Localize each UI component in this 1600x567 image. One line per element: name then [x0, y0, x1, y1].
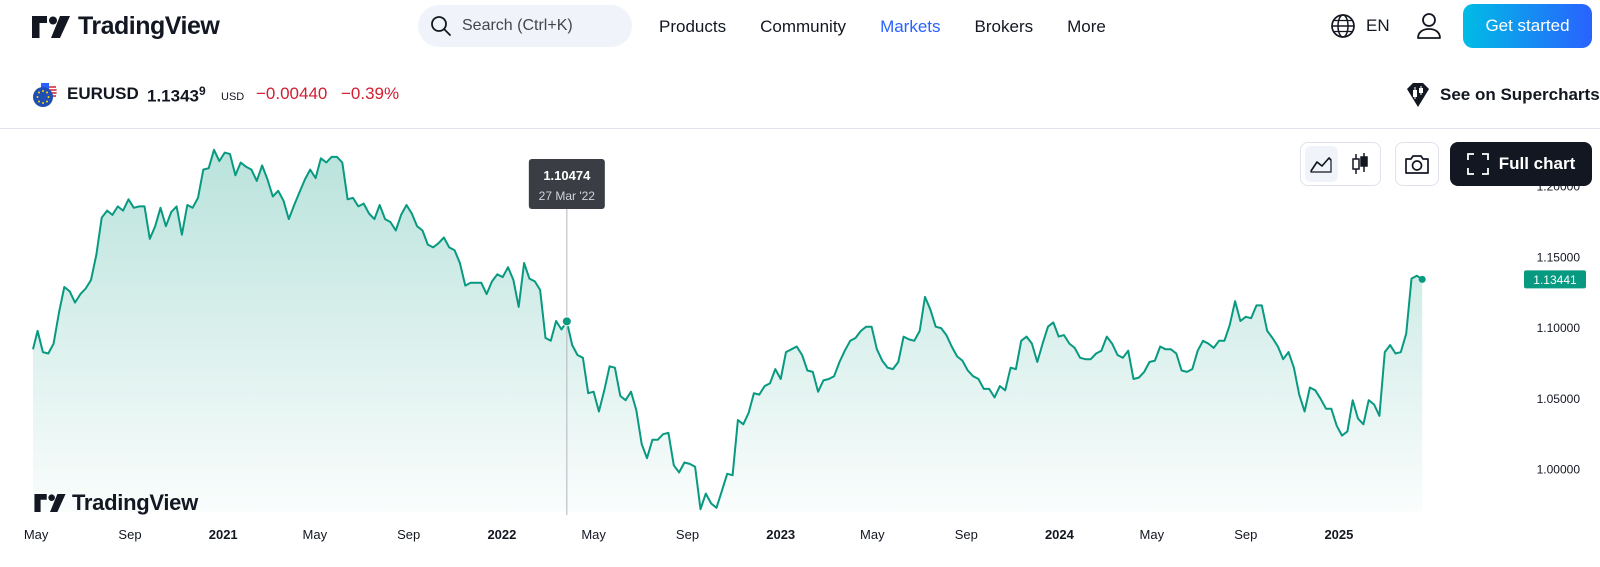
price-currency: USD — [221, 91, 245, 103]
price-line — [32, 148, 1423, 511]
x-tick-label: 2025 — [1324, 527, 1353, 542]
nav-more[interactable]: More — [1067, 17, 1106, 36]
area-fill-layer — [33, 149, 1423, 513]
tradingview-logo-icon — [32, 15, 70, 38]
nav-markets[interactable]: Markets — [880, 17, 941, 36]
chart-style-toggle — [1300, 142, 1381, 186]
eur-usd-flag-icon — [33, 82, 58, 107]
globe-icon — [1331, 14, 1355, 38]
nav-brokers[interactable]: Brokers — [974, 17, 1034, 36]
top-navigation-bar: TradingView Products Community Markets B… — [0, 0, 1600, 54]
price-change-percent: −0.39% — [341, 84, 400, 103]
x-tick-label: Sep — [676, 527, 699, 542]
full-chart-label: Full chart — [1498, 154, 1576, 173]
x-tick-label: May — [1140, 527, 1165, 542]
line-layer — [32, 148, 1426, 511]
candles-chart-button[interactable] — [1344, 146, 1377, 182]
tradingview-watermark: TradingView — [34, 490, 198, 516]
x-axis: May Sep 2021 May Sep 2022 May Sep 2023 May Sep 2024… — [24, 527, 1354, 542]
price-pip: 9 — [199, 84, 206, 98]
user-icon — [1417, 13, 1441, 39]
watermark-text: TradingView — [72, 490, 198, 515]
search-input[interactable] — [462, 17, 622, 35]
language-label: EN — [1366, 16, 1390, 35]
x-tick-label: Sep — [1234, 527, 1257, 542]
area-fill — [33, 149, 1423, 513]
logo-text: TradingView — [78, 12, 220, 40]
y-tick-label: 1.15000 — [1537, 250, 1581, 264]
symbol-name: EURUSD — [67, 84, 139, 103]
main-nav: Products Community Markets Brokers More — [659, 0, 1140, 54]
search-icon — [431, 16, 451, 36]
snapshot-button[interactable] — [1395, 142, 1439, 186]
nav-products[interactable]: Products — [659, 17, 727, 36]
x-tick-label: May — [303, 527, 328, 542]
crosshair-layer: 1.10474 27 Mar '22 — [528, 159, 605, 515]
x-tick-label: May — [860, 527, 885, 542]
x-tick-label: 2023 — [766, 527, 795, 542]
last-value-badge — [1524, 270, 1586, 289]
header-divider — [0, 128, 1600, 129]
x-tick-label: May — [581, 527, 606, 542]
candles-chart-icon — [1352, 153, 1368, 174]
nav-community[interactable]: Community — [760, 17, 847, 36]
x-tick-label: 2024 — [1045, 527, 1075, 542]
x-tick-label: Sep — [397, 527, 420, 542]
x-tick-label: 2022 — [487, 527, 516, 542]
tooltip-value: 1.10474 — [543, 168, 591, 183]
x-tick-label: Sep — [118, 527, 141, 542]
user-menu-button[interactable] — [1416, 12, 1442, 45]
tradingview-watermark-icon — [34, 494, 66, 512]
y-axis: 1.200001.150001.100001.050001.000001.134… — [1524, 180, 1586, 477]
crosshair-tooltip — [528, 159, 605, 209]
x-tick-label: May — [24, 527, 49, 542]
fullscreen-icon — [1466, 153, 1489, 175]
area-chart-button[interactable] — [1305, 146, 1338, 182]
x-tick-label: Sep — [955, 527, 978, 542]
language-selector[interactable]: EN — [1330, 13, 1390, 39]
area-chart-icon — [1310, 157, 1332, 173]
y-tick-label: 1.05000 — [1537, 392, 1581, 406]
get-started-button[interactable]: Get started — [1463, 4, 1592, 48]
camera-icon — [1405, 155, 1429, 174]
symbol-price: 1.13439 — [147, 84, 206, 107]
last-value-label: 1.13441 — [1533, 273, 1577, 287]
see-on-supercharts-link[interactable]: See on Supercharts — [1404, 82, 1600, 108]
x-tick-label: 2021 — [209, 527, 238, 542]
full-chart-button[interactable]: Full chart — [1450, 142, 1592, 186]
crosshair-dot — [561, 316, 572, 327]
search-box[interactable] — [418, 5, 632, 47]
tradingview-logo[interactable]: TradingView — [32, 12, 220, 41]
supercharts-icon — [1407, 83, 1429, 107]
supercharts-label: See on Supercharts — [1440, 85, 1600, 104]
symbol-header: EURUSD 1.13439 USD −0.00440 −0.39% See o… — [0, 72, 1600, 118]
y-tick-label: 1.00000 — [1537, 463, 1581, 477]
y-tick-label: 1.10000 — [1537, 321, 1581, 335]
tooltip-date: 27 Mar '22 — [539, 189, 596, 203]
price-change: −0.00440 — [256, 84, 328, 103]
price-main: 1.1343 — [147, 86, 199, 106]
last-price-dot — [1418, 275, 1426, 283]
